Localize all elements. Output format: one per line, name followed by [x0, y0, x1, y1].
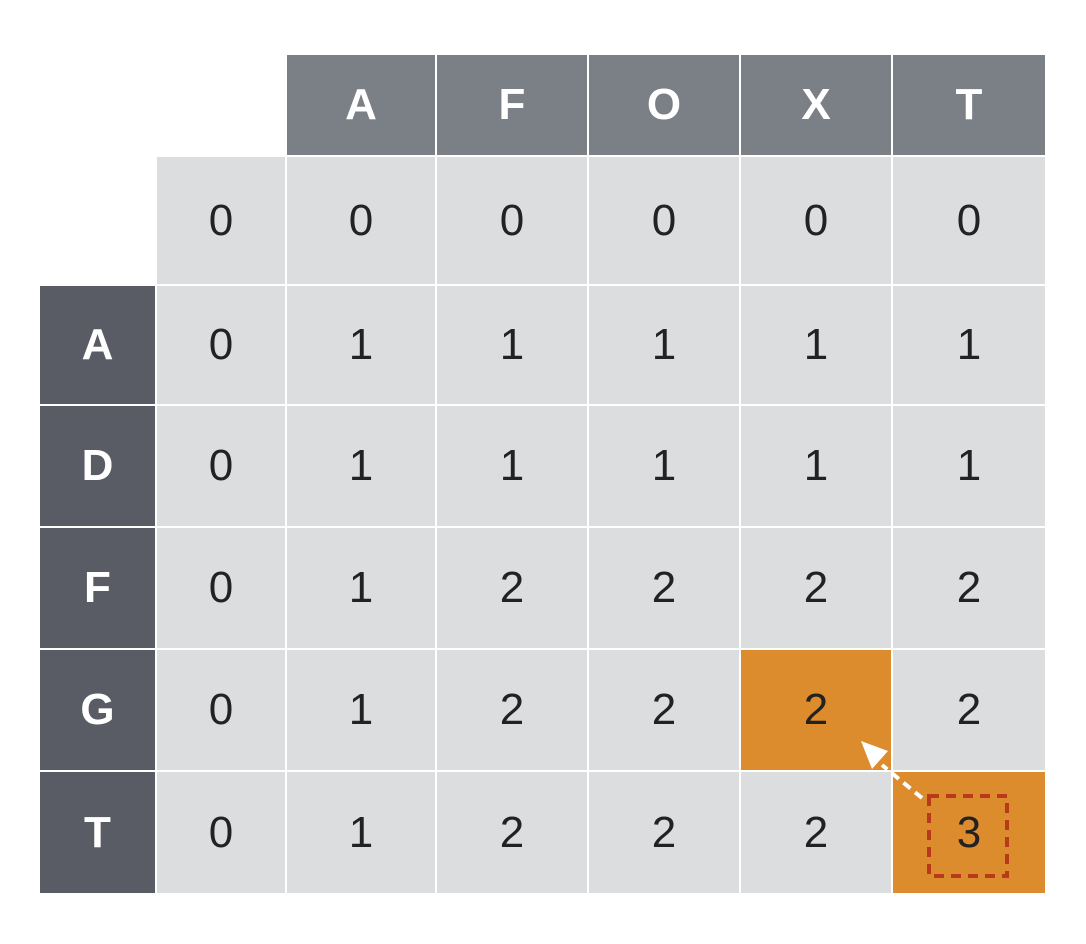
table-cell-r0-c4: 0	[741, 157, 891, 284]
table-cell-r3-c1: 1	[287, 528, 435, 648]
row-header-g: G	[40, 650, 155, 770]
row-header-d: D	[40, 406, 155, 526]
table-cell-r3-c0: 0	[157, 528, 285, 648]
table-cell-r5-c0: 0	[157, 772, 285, 893]
table-cell-r1-c0: 0	[157, 286, 285, 404]
table-cell-r0-c3: 0	[589, 157, 739, 284]
table-cell-r2-c2: 1	[437, 406, 587, 526]
table-cell-r3-c3: 2	[589, 528, 739, 648]
row-header-t: T	[40, 772, 155, 893]
table-cell-r2-c5: 1	[893, 406, 1045, 526]
table-cell-r0-c5: 0	[893, 157, 1045, 284]
table-cell-r5-c3: 2	[589, 772, 739, 893]
table-cell-r1-c5: 1	[893, 286, 1045, 404]
table-cell-r5-c4: 2	[741, 772, 891, 893]
table-cell-r2-c0: 0	[157, 406, 285, 526]
column-header-f: F	[437, 55, 587, 155]
column-header-t: T	[893, 55, 1045, 155]
table-cell-r2-c3: 1	[589, 406, 739, 526]
table-cell-r4-c3: 2	[589, 650, 739, 770]
table-cell-r0-c0: 0	[157, 157, 285, 284]
table-cell-r5-c1: 1	[287, 772, 435, 893]
table-cell-r1-c4: 1	[741, 286, 891, 404]
table-cell-r3-c5: 2	[893, 528, 1045, 648]
table-cell-r1-c1: 1	[287, 286, 435, 404]
table-cell-r4-c5: 2	[893, 650, 1045, 770]
table-cell-r1-c2: 1	[437, 286, 587, 404]
table-cell-r4-c4: 2	[741, 650, 891, 770]
table-cell-r3-c4: 2	[741, 528, 891, 648]
table-cell-r0-c1: 0	[287, 157, 435, 284]
table-cell-r4-c0: 0	[157, 650, 285, 770]
table-cell-r5-c5: 3	[893, 772, 1045, 893]
column-header-o: O	[589, 55, 739, 155]
table-cell-r2-c1: 1	[287, 406, 435, 526]
column-header-x: X	[741, 55, 891, 155]
table-cell-r0-c2: 0	[437, 157, 587, 284]
row-header-a: A	[40, 286, 155, 404]
table-cell-r4-c2: 2	[437, 650, 587, 770]
table-cell-r4-c1: 1	[287, 650, 435, 770]
table-cell-r2-c4: 1	[741, 406, 891, 526]
row-header-f: F	[40, 528, 155, 648]
table-cell-r3-c2: 2	[437, 528, 587, 648]
table-cell-r5-c2: 2	[437, 772, 587, 893]
column-header-a: A	[287, 55, 435, 155]
table-cell-r1-c3: 1	[589, 286, 739, 404]
